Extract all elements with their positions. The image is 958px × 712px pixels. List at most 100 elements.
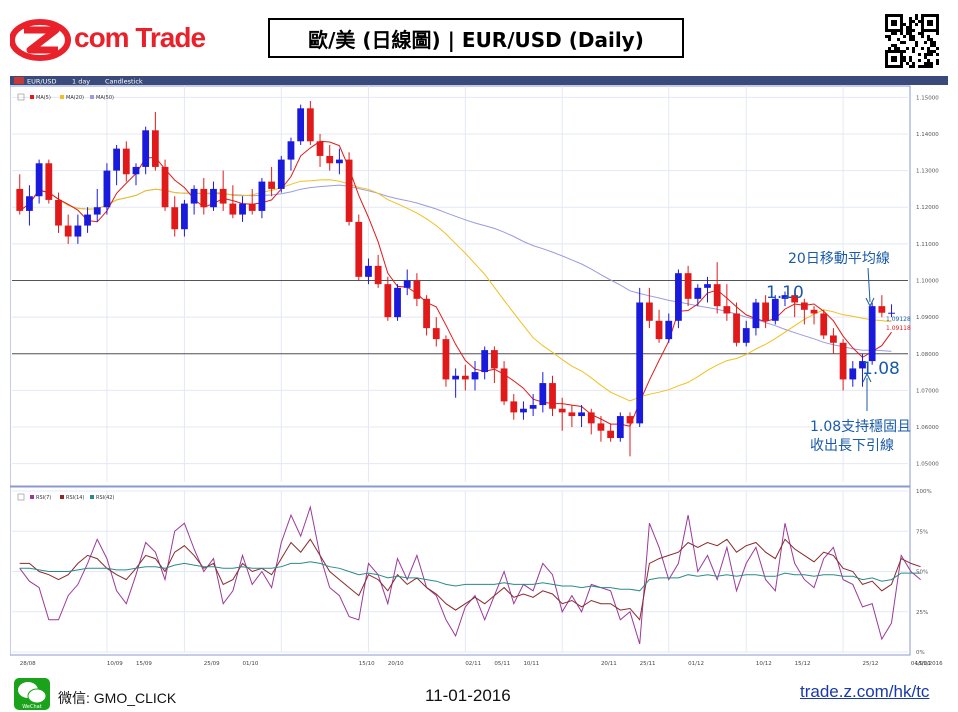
rsi-line bbox=[19, 561, 921, 592]
x-tick-label: 10/11 bbox=[523, 661, 539, 667]
annotation-ma20-arrowhead bbox=[865, 297, 875, 308]
candle-body bbox=[781, 295, 789, 299]
annotation-ma20: 20日移動平均線 bbox=[788, 251, 890, 267]
candle-body bbox=[490, 350, 498, 369]
qr-module bbox=[930, 62, 933, 65]
toolbar-period[interactable]: 1 day bbox=[72, 78, 90, 86]
qr-module bbox=[906, 47, 909, 50]
qr-module bbox=[903, 56, 906, 59]
x-tick-label: 01/10 bbox=[243, 661, 259, 667]
annotation-support-line2: 收出長下引線 bbox=[810, 438, 894, 454]
x-tick-label: 20/10 bbox=[388, 661, 404, 667]
chart-window: EUR/USD 1 day Candlestick 1.15000 1.14000… bbox=[10, 76, 948, 667]
x-tick-label: 28/08 bbox=[20, 661, 36, 667]
annotation-level-110: 1.10 bbox=[766, 283, 804, 303]
price-tick-label: 1.14000 bbox=[916, 132, 939, 138]
qr-module bbox=[906, 32, 909, 35]
candle-body bbox=[839, 342, 847, 380]
qr-module bbox=[918, 53, 921, 56]
qr-module bbox=[888, 38, 891, 41]
qr-module bbox=[903, 23, 906, 26]
rsi-tick-label: 50% bbox=[916, 570, 928, 576]
page-title: 歐/美 (日線圖) | EUR/USD (Daily) bbox=[268, 18, 684, 58]
wechat-icon: WeChat bbox=[14, 678, 50, 710]
rsi-legend: RSI(7) RSI(14) RSI(42) bbox=[17, 493, 114, 501]
candle-body bbox=[675, 273, 682, 321]
candle-body bbox=[830, 335, 837, 343]
qr-module bbox=[912, 29, 915, 32]
wechat-id: 微信: GMO_CLICK bbox=[58, 690, 177, 706]
annotation-support-arrowhead bbox=[862, 372, 872, 383]
rsi-legend-swatch bbox=[60, 495, 64, 499]
annotation-support-line1: 1.08支持穩固且 bbox=[810, 419, 911, 435]
website-link[interactable]: trade.z.com/hk/tc bbox=[800, 682, 930, 701]
z-logo-icon bbox=[9, 19, 71, 61]
price-panel: 1.15000 1.14000 1.13000 1.12000 1.11000 1.100… bbox=[10, 85, 948, 487]
qr-module bbox=[897, 38, 900, 41]
qr-module bbox=[930, 38, 933, 41]
candle-body bbox=[461, 375, 469, 380]
candle-body bbox=[16, 188, 24, 211]
candle-body bbox=[549, 383, 556, 409]
qr-module bbox=[921, 65, 924, 68]
candle-body bbox=[510, 401, 518, 413]
candle-body bbox=[394, 287, 401, 318]
annotation-ma20-arrow bbox=[867, 267, 871, 303]
qr-module bbox=[906, 29, 909, 32]
candle-body bbox=[277, 159, 285, 189]
qr-module bbox=[909, 17, 912, 20]
chart-toolbar bbox=[10, 76, 948, 85]
x-tick-label: 25/11 bbox=[640, 661, 656, 667]
qr-module bbox=[912, 62, 915, 65]
candle-body bbox=[820, 313, 828, 336]
rsi-tick-label: 100% bbox=[916, 489, 932, 495]
qr-module bbox=[912, 65, 915, 68]
qr-module bbox=[909, 26, 912, 29]
ztrade-logo: com Trade bbox=[9, 18, 210, 62]
flag-icon bbox=[14, 77, 24, 84]
qr-module bbox=[888, 35, 891, 38]
candle-body bbox=[529, 405, 537, 409]
toolbar-symbol: EUR/USD bbox=[27, 78, 56, 86]
candle-body bbox=[306, 108, 314, 142]
candle-body bbox=[878, 306, 886, 313]
candle-body bbox=[365, 265, 372, 277]
candle-body bbox=[413, 280, 421, 299]
candle-body bbox=[520, 408, 527, 413]
candle-body bbox=[752, 302, 760, 329]
price-tick-label: 1.10000 bbox=[916, 279, 939, 285]
candle-body bbox=[181, 203, 188, 230]
qr-module bbox=[909, 65, 912, 68]
candle-body bbox=[810, 309, 818, 314]
qr-module bbox=[936, 47, 939, 50]
qr-module bbox=[921, 47, 924, 50]
qr-module bbox=[891, 32, 894, 35]
price-legend-swatch bbox=[30, 95, 34, 99]
candle-body bbox=[762, 302, 769, 321]
x-tick-label: 25/09 bbox=[204, 661, 220, 667]
price-plot-border bbox=[10, 85, 911, 487]
qr-module bbox=[891, 44, 894, 47]
price-tag-red: 1.09118 bbox=[886, 325, 911, 332]
candle-body bbox=[432, 328, 440, 340]
qr-module bbox=[927, 59, 930, 62]
qr-module bbox=[927, 35, 930, 38]
candle-body bbox=[665, 320, 673, 340]
candle-body bbox=[403, 280, 411, 288]
annotation-level-108: 1.08 bbox=[862, 359, 900, 379]
candle-body bbox=[74, 225, 82, 237]
qr-module bbox=[915, 17, 918, 20]
qr-module bbox=[930, 65, 933, 68]
x-tick-label: 15/01 bbox=[915, 661, 931, 667]
candle-body bbox=[859, 361, 866, 369]
toolbar-style[interactable]: Candlestick bbox=[105, 78, 143, 86]
candle-body bbox=[151, 130, 159, 167]
candle-body bbox=[626, 416, 634, 424]
candle-body bbox=[713, 284, 721, 307]
page-title-text: 歐/美 (日線圖) | EUR/USD (Daily) bbox=[308, 27, 644, 52]
qr-module bbox=[906, 26, 909, 29]
price-tick-label: 1.15000 bbox=[916, 95, 939, 101]
price-tick-label: 1.06000 bbox=[916, 425, 939, 431]
rsi-grid bbox=[12, 490, 908, 653]
x-tick-label: 15/10 bbox=[359, 661, 375, 667]
